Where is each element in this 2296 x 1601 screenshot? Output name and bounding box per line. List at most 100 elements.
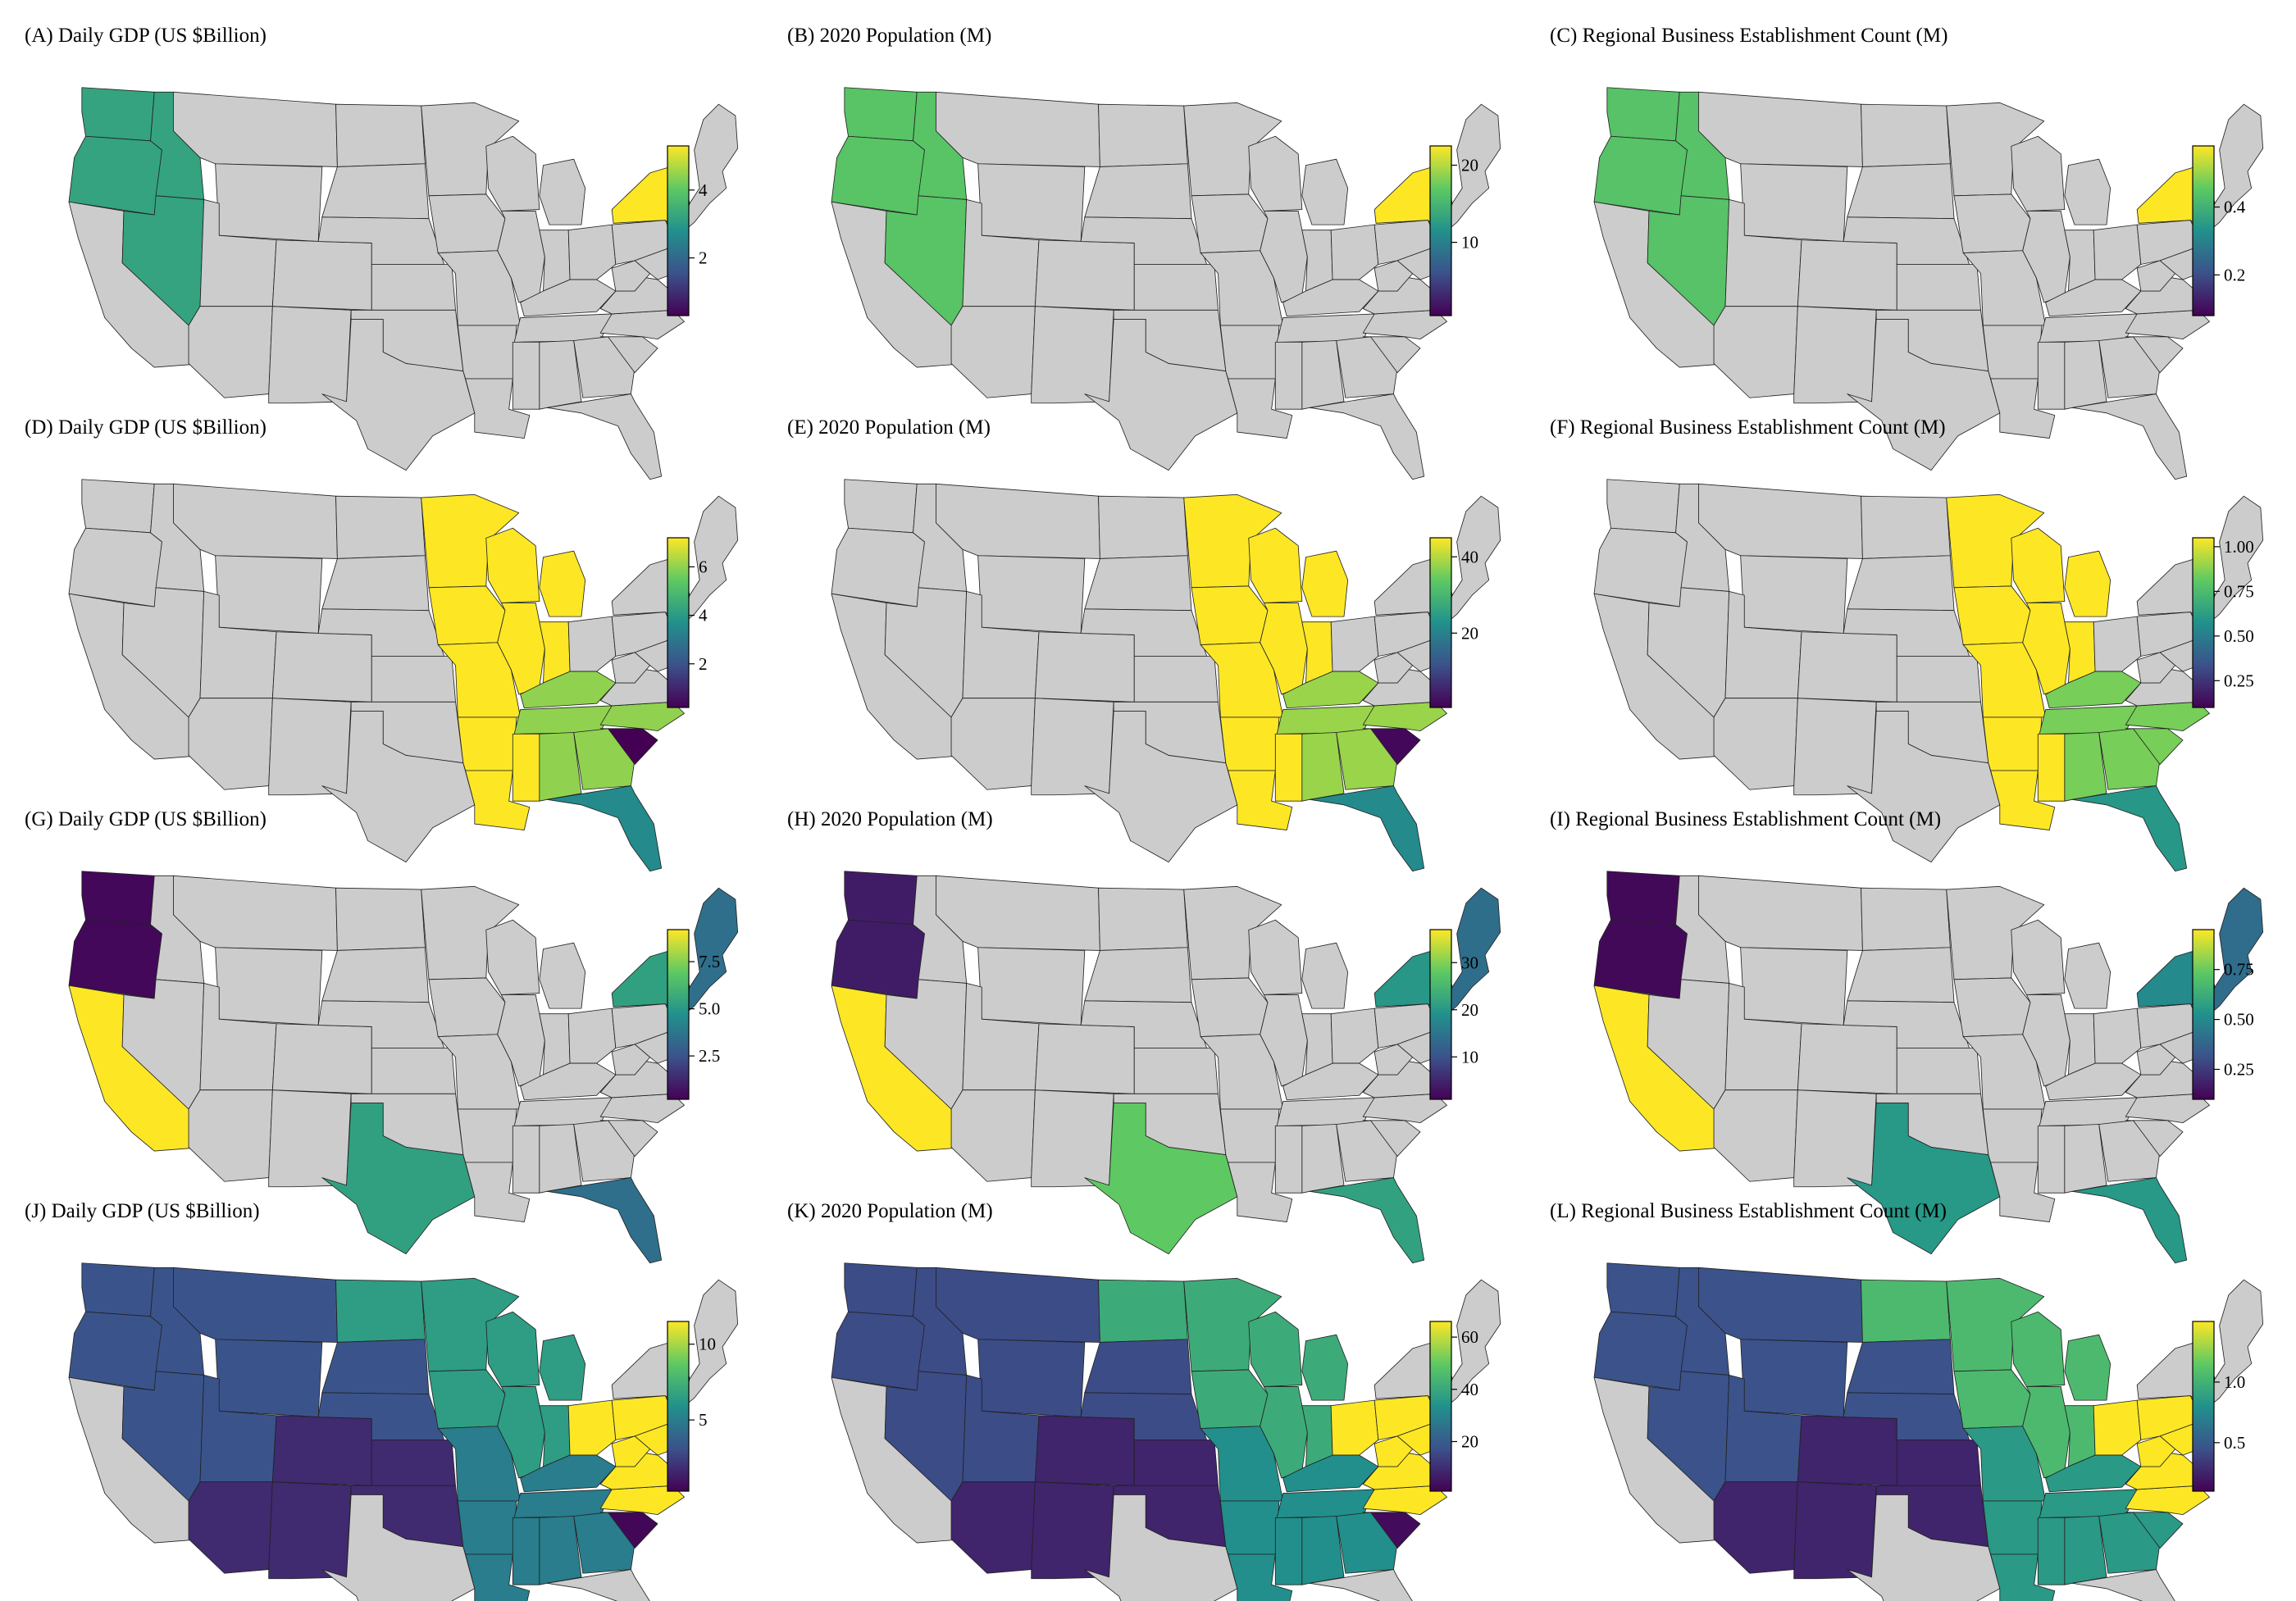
state-ne-eng [1442,495,1501,626]
state-ne-eng [1442,1279,1501,1410]
state-az [950,1089,1036,1182]
panel-h: (H) 2020 Population (M) 10 20 30 [787,808,1501,1264]
state-il [1260,602,1308,695]
state-la [1990,1553,2056,1601]
state-wi [485,1311,540,1387]
state-oh [2093,1007,2142,1064]
colorbar-tick-label: 20 [1461,156,1478,175]
state-or [831,527,925,607]
state-sc [599,1512,658,1549]
state-co [271,631,372,703]
state-mi [539,158,586,225]
state-ks [1133,1440,1219,1486]
state-nm [268,1481,352,1580]
state-az [188,1481,273,1574]
state-mi [2064,1334,2112,1401]
state-mi [1301,550,1349,617]
colorbar-tick-label: 0.75 [2224,581,2254,601]
state-ks [371,1048,456,1094]
state-nd [335,103,426,167]
state-nm [1793,1481,1877,1580]
state-wa [844,871,918,926]
state-tx [1847,1103,2001,1255]
state-ks [1133,264,1219,311]
colorbar-bar [667,1321,690,1492]
state-nd [1098,495,1188,559]
state-ne-eng [2205,1279,2264,1410]
state-ms [2037,341,2066,410]
panel-d: (D) Daily GDP (US $Billion) 2 4 6 [25,416,739,872]
colorbar-bar [1429,145,1452,316]
state-la [1990,1162,2056,1222]
state-tx [1084,1103,1238,1255]
panel-title: (F) Regional Business Establishment Coun… [1550,416,1946,439]
state-ks [371,656,456,703]
colorbar-tick-label: 10 [699,1335,716,1354]
colorbar-tick-label: 2.5 [699,1046,720,1066]
state-or [1593,135,1688,216]
state-ks [1133,1048,1219,1094]
state-fl [1309,1569,1413,1601]
state-tx [1084,319,1238,471]
state-ms [512,341,540,410]
state-wy [977,947,1086,1026]
state-il [497,994,545,1087]
colorbar-bar [667,145,690,316]
state-il [497,602,545,695]
state-az [188,306,273,398]
state-nd [1861,887,1951,951]
state-nd [335,495,426,559]
state-co [1034,1415,1135,1486]
state-ms [512,733,540,802]
state-sc [1362,1512,1421,1549]
state-co [1797,1415,1897,1486]
state-ky [520,279,617,317]
state-wa [81,87,155,142]
colorbar-bar [2192,145,2215,316]
state-wa [81,871,155,926]
state-sd [1847,555,1955,612]
state-ar [1219,1500,1280,1555]
state-nm [1031,698,1114,796]
state-co [1797,239,1897,311]
colorbar-tick-label: 7.5 [699,952,720,971]
state-il [1260,994,1308,1087]
state-ia [1953,1369,2031,1429]
state-ar [457,325,517,380]
colorbar-tick-label: 2 [699,248,708,268]
state-mi [539,1334,586,1401]
state-sd [321,1339,430,1395]
state-fl [1309,1177,1425,1264]
us-map [68,87,739,480]
state-ks [371,1440,456,1486]
state-mt [1698,483,1863,559]
state-ia [428,1369,506,1429]
state-sd [1847,947,1955,1003]
state-tx [1084,711,1238,863]
state-co [1034,239,1135,311]
state-wa [81,1262,155,1317]
state-tx [1847,711,2001,863]
state-az [188,698,273,790]
state-oh [1330,1399,1379,1456]
state-az [950,698,1036,790]
state-sd [1084,163,1192,220]
state-tx [321,711,476,863]
state-nd [1098,1279,1188,1343]
panel-title: (K) 2020 Population (M) [787,1200,993,1222]
state-ne-eng [1442,887,1501,1018]
state-ky [1282,279,1379,317]
panel-title: (E) 2020 Population (M) [787,416,991,439]
state-sd [1847,1339,1955,1395]
state-ar [1982,1108,2043,1163]
state-fl [2071,1177,2188,1264]
state-sc [599,1120,658,1157]
state-la [465,1162,531,1222]
state-mt [173,1267,338,1343]
colorbar-bar [1429,537,1452,708]
state-ne-eng [2205,103,2264,234]
state-ia [1191,977,1269,1037]
state-or [68,527,162,607]
colorbar-tick-label: 40 [1461,547,1478,566]
state-ne-eng [680,103,739,234]
